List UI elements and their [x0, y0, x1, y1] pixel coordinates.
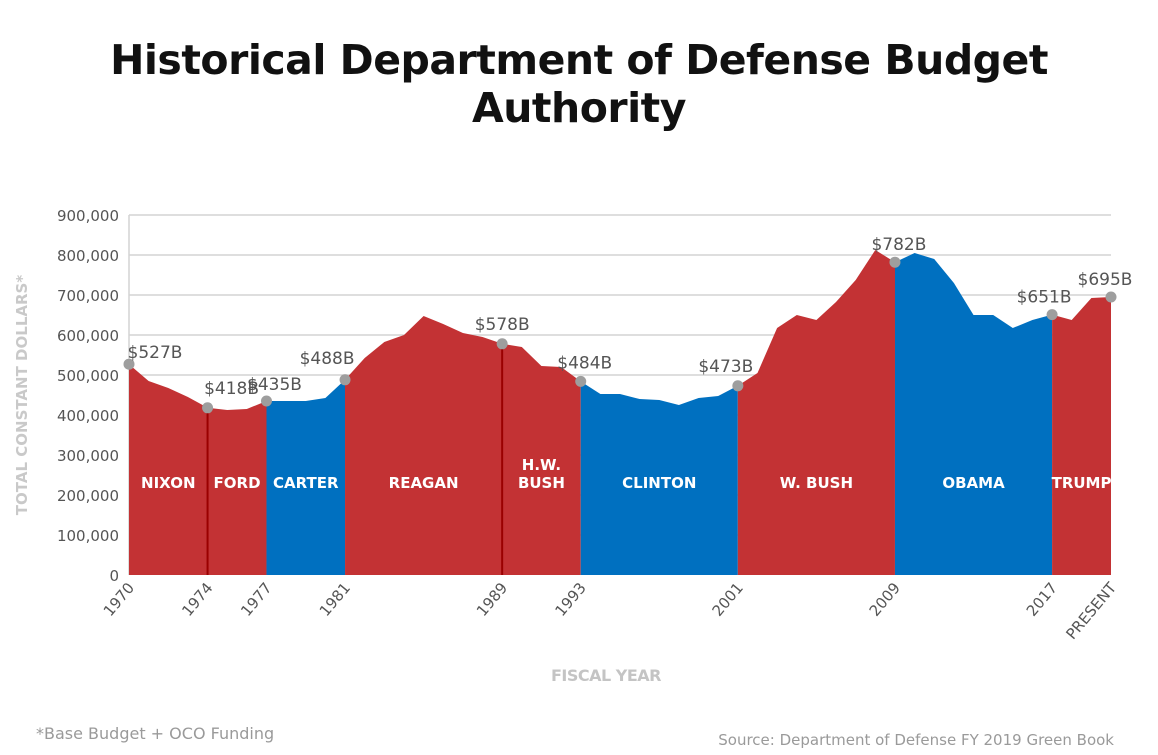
era-label: OBAMA: [942, 474, 1005, 492]
era-label: TRUMP: [1052, 474, 1112, 492]
y-tick-label: 300,000: [57, 447, 119, 465]
x-tick-label: 2009: [866, 579, 904, 620]
data-label: $484B: [557, 353, 612, 373]
x-tick-label: 2017: [1023, 579, 1061, 620]
data-point-marker: [202, 402, 214, 414]
era-area-nixon: [129, 364, 208, 575]
data-label: $418B: [204, 379, 259, 399]
y-tick-label: 100,000: [57, 527, 119, 545]
y-axis-label: TOTAL CONSTANT DOLLARS*: [13, 275, 31, 516]
data-label: $488B: [300, 349, 355, 369]
era-area-w-bush: [737, 250, 895, 575]
data-point-marker: [260, 395, 272, 407]
era-areas: [129, 250, 1111, 575]
data-label: $473B: [698, 357, 753, 377]
era-area-carter: [266, 379, 346, 575]
chart-title: Historical Department of Defense Budget …: [110, 36, 1048, 132]
era-label: H.W.: [522, 456, 561, 474]
data-point-marker: [889, 256, 901, 268]
data-point-marker: [732, 380, 744, 392]
x-tick-label: 1993: [551, 579, 589, 620]
data-point-marker: [575, 375, 587, 387]
data-label: $578B: [475, 315, 530, 335]
x-tick-labels: 1970 1974 1977 1981 1989 1993 2001 2009 2017 PRES…: [100, 578, 1121, 643]
era-labels: NIXON FORD CARTER REAGAN H.W.BUSH CLINTON W. B…: [141, 456, 1111, 492]
era-area-ford: [207, 401, 267, 575]
y-tick-labels: 0 100,000 200,000 300,000 400,000 500,000 600,…: [57, 207, 119, 585]
data-label: $695B: [1078, 270, 1133, 290]
y-tick-label: 500,000: [57, 367, 119, 385]
era-dividers: [206, 343, 504, 575]
data-label: $527B: [128, 343, 183, 363]
era-area-h-w: [502, 343, 581, 575]
data-label: $782B: [871, 235, 926, 255]
data-point-marker: [123, 358, 135, 370]
source-note: Source: Department of Defense FY 2019 Gr…: [718, 731, 1114, 749]
x-tick-label: 1989: [473, 579, 511, 620]
era-label: CLINTON: [622, 474, 696, 492]
data-annotations: $527B $418B$435B $488B $578B $484B $473B $782B…: [123, 235, 1133, 414]
x-tick-label: PRESENT: [1062, 578, 1120, 643]
y-tick-label: 700,000: [57, 287, 119, 305]
y-tick-label: 600,000: [57, 327, 119, 345]
data-point-marker: [496, 338, 508, 350]
era-area-obama: [894, 253, 1053, 575]
y-tick-label: 0: [109, 567, 119, 585]
data-label: $651B: [1017, 288, 1072, 308]
x-tick-label: 2001: [709, 579, 747, 620]
era-label: FORD: [214, 474, 261, 492]
footnote: *Base Budget + OCO Funding: [36, 724, 275, 743]
y-tick-label: 200,000: [57, 487, 119, 505]
era-area-reagan: [345, 316, 503, 575]
x-axis-label: FISCAL YEAR: [551, 666, 661, 685]
x-tick-label: 1974: [178, 579, 216, 620]
era-label: CARTER: [273, 474, 339, 492]
data-point-marker: [1105, 291, 1117, 303]
data-point-marker: [339, 374, 351, 386]
era-area-clinton: [580, 381, 738, 575]
x-tick-label: 1970: [100, 579, 138, 620]
y-tick-label: 900,000: [57, 207, 119, 225]
y-tick-label: 400,000: [57, 407, 119, 425]
era-label: BUSH: [518, 474, 565, 492]
data-label: $435B: [247, 375, 302, 395]
era-label: REAGAN: [389, 474, 459, 492]
x-tick-label: 1981: [316, 579, 354, 620]
x-tick-label: 1977: [237, 579, 275, 620]
era-label: W. BUSH: [780, 474, 853, 492]
data-point-marker: [1046, 309, 1058, 321]
era-area-trump: [1052, 297, 1111, 575]
era-label: NIXON: [141, 474, 195, 492]
y-tick-label: 800,000: [57, 247, 119, 265]
